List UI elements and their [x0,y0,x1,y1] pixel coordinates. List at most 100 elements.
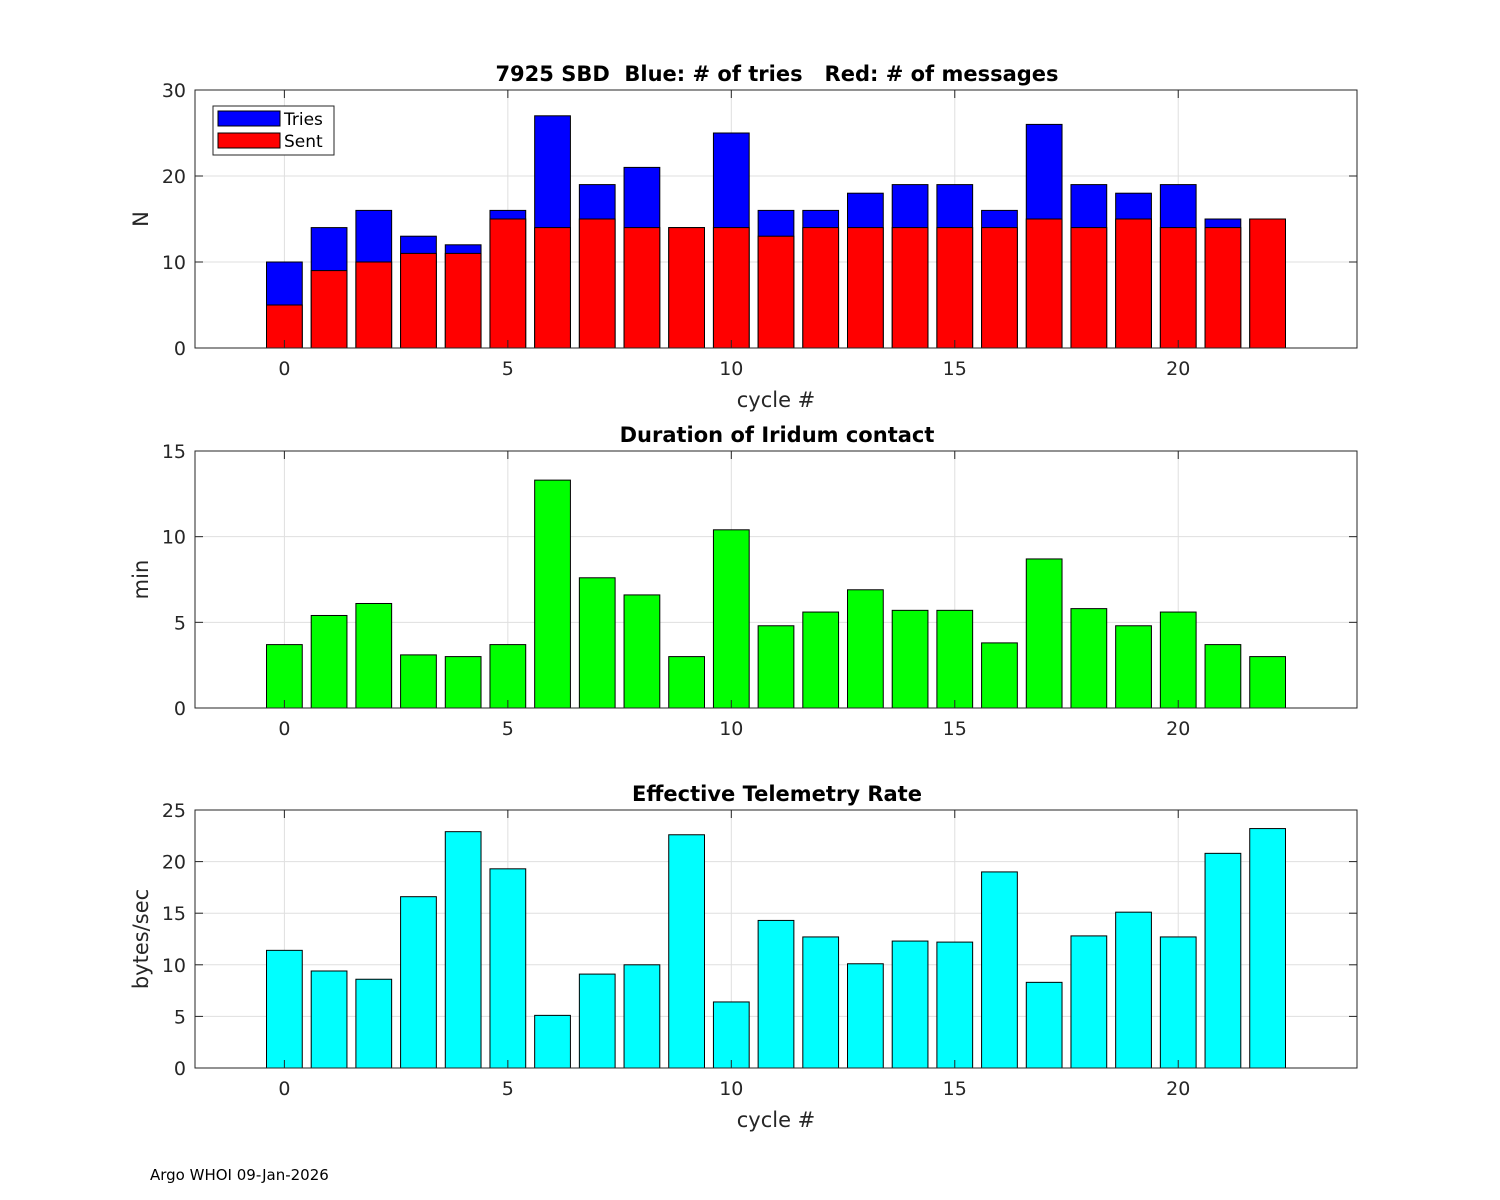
bar-duration-3 [400,654,437,709]
y-tick-label: 20 [162,166,186,188]
x-tick-label: 20 [1166,358,1190,380]
bar-sent-10 [712,227,750,349]
y-tick-label: 15 [162,903,186,925]
bar-sent-22 [1249,218,1286,349]
x-tick-label: 0 [278,718,290,740]
bar-rate-3 [400,896,437,1069]
bar-rate-14 [891,940,929,1069]
y-axis-label: bytes/sec [129,889,153,989]
y-axis-label: N [129,211,153,227]
x-tick-label: 0 [278,1078,290,1100]
footer-stamp: Argo WHOI 09-Jan-2026 [150,1166,329,1184]
legend-label-tries: Tries [283,110,323,130]
bar-duration-22 [1249,656,1286,709]
legend-swatch-tries [217,110,281,127]
bar-duration-18 [1070,608,1108,709]
bar-rate-18 [1070,935,1108,1069]
y-tick-label: 5 [174,1006,186,1028]
bar-rate-8 [623,964,661,1069]
bar-rate-17 [1025,981,1063,1069]
x-tick-label: 5 [502,718,514,740]
bar-sent-2 [355,261,393,349]
bar-duration-7 [578,577,616,709]
chart-3: 0 5 10 15 20 0 5 10 15 20 25 Effective Telemetry Ra… [129,782,1358,1132]
bar-duration-12 [802,611,840,709]
bar-sent-13 [847,227,884,349]
bar-rate-2 [355,978,393,1069]
bar-rate-10 [712,1001,750,1069]
x-axis-label: cycle # [737,1108,816,1132]
bar-rate-1 [310,970,348,1069]
x-tick-label: 20 [1166,718,1190,740]
y-tick-label: 20 [162,852,186,874]
y-axis-label: min [129,560,153,600]
axes-box [194,450,1358,709]
bar-sent-14 [891,227,929,349]
bar-duration-2 [355,602,393,709]
bar-sent-21 [1204,227,1242,349]
x-tick-label: 10 [719,358,743,380]
bar-sent-20 [1159,227,1197,349]
bar-rate-0 [266,949,303,1069]
bar-duration-4 [444,656,482,709]
x-tick-label: 20 [1166,1078,1190,1100]
bar-rate-15 [936,941,974,1069]
bar-sent-15 [936,227,974,349]
y-tick-label: 0 [174,698,186,720]
chart-2: 0 5 10 15 20 0 5 10 15 Duration of Iridum contact… [129,423,1358,740]
bar-sent-8 [623,227,661,349]
bar-sent-9 [668,227,705,349]
bar-rate-16 [981,871,1018,1069]
y-tick-label: 10 [162,955,186,977]
legend-swatch-sent [217,132,281,149]
bar-duration-21 [1204,644,1242,709]
y-tick-label: 5 [174,612,186,634]
y-tick-label: 30 [162,80,186,102]
bar-duration-9 [668,656,705,709]
bar-duration-0 [266,644,303,709]
y-tick-label: 0 [174,1058,186,1080]
bar-sent-3 [400,252,437,349]
bar-sent-18 [1070,227,1108,349]
x-tick-label: 15 [943,358,967,380]
bar-rate-6 [534,1014,571,1069]
bar-rate-20 [1159,936,1197,1069]
bar-sent-5 [489,218,527,349]
bar-duration-5 [489,644,527,709]
bar-duration-8 [623,594,661,709]
bar-duration-6 [534,479,571,709]
bar-duration-10 [712,529,750,709]
bar-sent-12 [802,227,840,349]
chart-title: Duration of Iridum contact [620,423,935,447]
y-tick-label: 15 [162,441,186,463]
chart-title: 7925 SBD Blue: # of tries Red: # of mess… [495,62,1058,86]
chart-1: 0 5 10 15 20 0 10 20 30 7925 SBD Blue: # of tries… [129,62,1358,412]
x-tick-label: 0 [278,358,290,380]
bar-duration-11 [757,625,795,709]
axes-box [194,809,1358,1069]
bar-rate-22 [1249,828,1286,1069]
bar-sent-1 [310,270,348,349]
y-tick-label: 10 [162,252,186,274]
bar-duration-17 [1025,558,1063,709]
bar-rate-13 [847,963,884,1069]
bar-duration-14 [891,609,929,709]
legend-label-sent: Sent [284,132,323,152]
chart-title: Effective Telemetry Rate [632,782,922,806]
x-tick-label: 15 [943,718,967,740]
y-tick-label: 10 [162,527,186,549]
bar-sent-11 [757,235,795,349]
axes-box [194,89,1358,349]
bar-sent-7 [578,218,616,349]
bar-sent-19 [1115,218,1152,349]
bar-rate-11 [757,919,795,1069]
bar-rate-4 [444,831,482,1069]
bar-sent-4 [444,252,482,349]
bar-sent-6 [534,227,571,349]
x-tick-label: 10 [719,1078,743,1100]
y-tick-label: 25 [162,800,186,822]
bar-duration-15 [936,609,974,709]
bar-rate-12 [802,936,840,1069]
